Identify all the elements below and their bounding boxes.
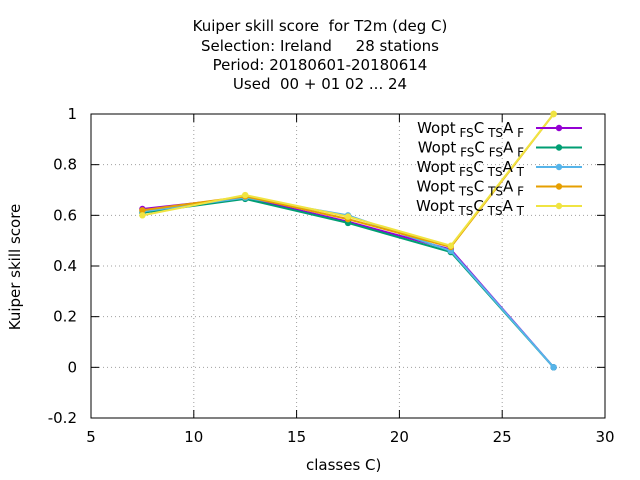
- chart-subtitle-period: Period: 20180601-20180614: [212, 56, 428, 74]
- x-tick-label: 5: [86, 428, 96, 446]
- legend-marker-4: [555, 183, 563, 190]
- series-5-point: [242, 191, 249, 199]
- chart-subtitle-used: Used 00 + 01 02 ... 24: [232, 75, 408, 93]
- chart-subtitle-selection: Selection: Ireland 28 stations: [201, 37, 439, 55]
- legend-label-1: Wopt FSC TSA F: [417, 119, 524, 140]
- legend-label-3: Wopt FSC TSA T: [417, 158, 525, 179]
- x-axis-label: classes C): [306, 456, 382, 474]
- series-5-point: [139, 212, 146, 219]
- series-5-point: [550, 110, 557, 118]
- x-tick-label: 30: [595, 428, 614, 446]
- y-tick-label: 0.4: [53, 257, 77, 275]
- chart-title: Kuiper skill score for T2m (deg C): [192, 17, 448, 35]
- series-5-point: [344, 213, 352, 220]
- y-tick-label: 0.2: [53, 308, 77, 326]
- x-tick-label: 20: [390, 428, 409, 446]
- y-tick-label: -0.2: [48, 409, 77, 427]
- legend-marker-2: [555, 144, 563, 151]
- y-tick-label: 0.8: [53, 156, 77, 174]
- series-4-point: [139, 207, 146, 214]
- series-3-point: [550, 364, 557, 371]
- legend-marker-1: [555, 124, 563, 132]
- y-tick-label: 0.6: [53, 206, 77, 224]
- legend-marker-5: [555, 202, 563, 210]
- x-tick-label: 10: [184, 428, 203, 446]
- series-5-point: [447, 242, 454, 249]
- y-tick-label: 1: [67, 105, 77, 123]
- x-tick-label: 25: [493, 428, 512, 446]
- legend-label-2: Wopt FSC FSA F: [418, 139, 524, 160]
- legend-label-5: Wopt TSC TSA T: [416, 197, 525, 218]
- y-tick-label: 0: [67, 358, 77, 376]
- x-tick-label: 15: [287, 428, 306, 446]
- legend-label-4: Wopt TSC TSA F: [416, 178, 524, 199]
- legend-marker-3: [555, 163, 563, 171]
